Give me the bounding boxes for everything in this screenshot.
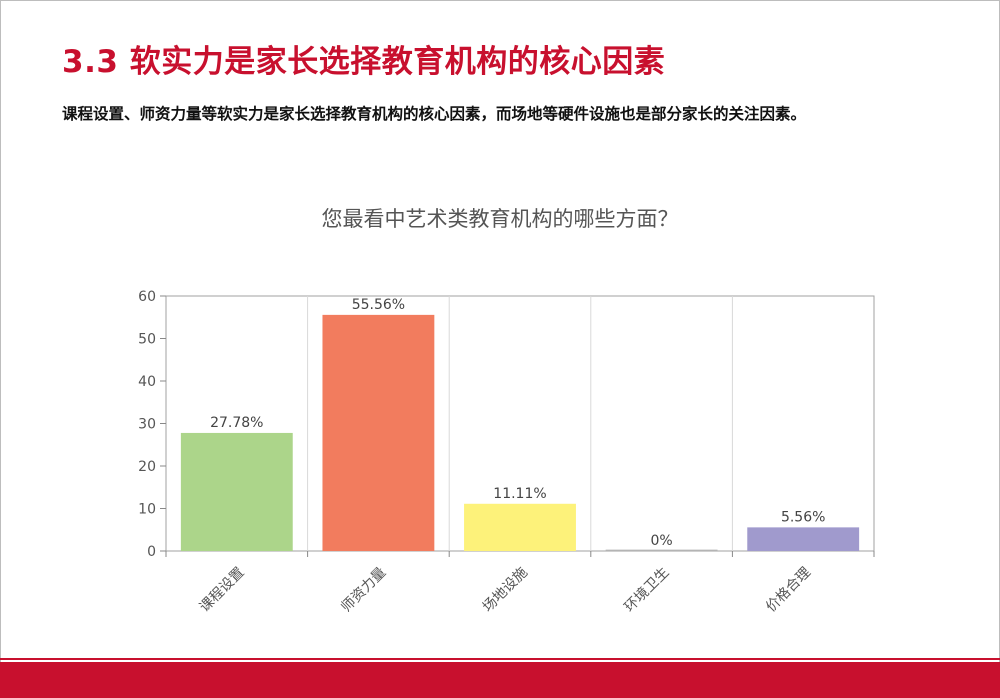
y-tick-label: 50	[138, 332, 156, 348]
category-label: 课程设置	[197, 565, 248, 616]
category-label: 师资力量	[338, 565, 389, 616]
category-label: 价格合理	[763, 565, 814, 616]
data-label: 27.78%	[210, 415, 263, 431]
data-label: 55.56%	[352, 297, 405, 313]
footer-bar	[0, 662, 1000, 698]
slide-subtitle: 课程设置、师资力量等软实力是家长选择教育机构的核心因素，而场地等硬件设施也是部分…	[62, 105, 807, 123]
data-label: 5.56%	[781, 509, 825, 525]
chart-title: 您最看中艺术类教育机构的哪些方面？	[321, 207, 679, 231]
y-tick-label: 10	[138, 502, 156, 518]
y-tick-label: 30	[138, 417, 156, 433]
bar	[747, 527, 860, 551]
category-label: 场地设施	[480, 565, 531, 616]
bar	[180, 432, 293, 551]
y-tick-label: 60	[138, 289, 156, 305]
slide-title: 3.3 软实力是家长选择教育机构的核心因素	[62, 44, 666, 80]
footer-divider	[0, 658, 1000, 660]
y-tick-label: 0	[147, 544, 156, 560]
data-label: 11.11%	[493, 486, 546, 502]
bar	[322, 314, 435, 551]
bar	[464, 503, 576, 551]
y-tick-label: 20	[138, 459, 156, 475]
category-label: 环境卫生	[622, 565, 673, 616]
data-label: 0%	[650, 533, 672, 549]
y-tick-label: 40	[138, 374, 156, 390]
